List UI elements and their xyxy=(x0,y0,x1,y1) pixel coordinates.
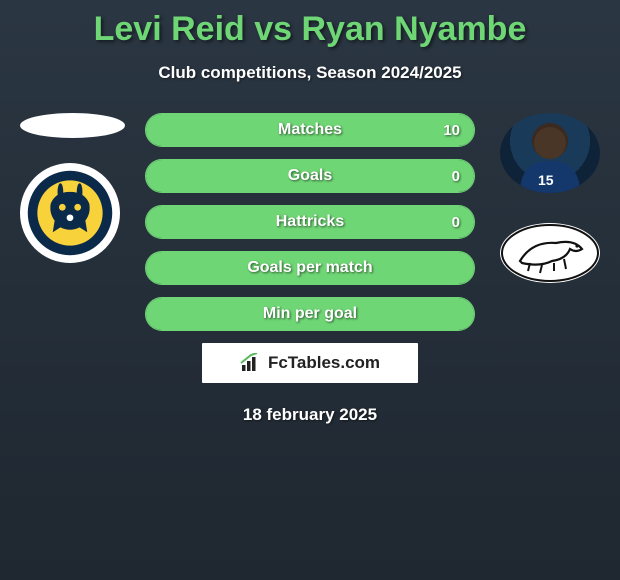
stat-value-right: 10 xyxy=(443,122,460,139)
stat-row-goals-per-match: Goals per match xyxy=(145,251,475,285)
player-right-avatar: 15 xyxy=(500,113,600,193)
date-text: 18 february 2025 xyxy=(0,405,620,425)
stat-row-matches: Matches 10 xyxy=(145,113,475,147)
page-title: Levi Reid vs Ryan Nyambe xyxy=(0,0,620,49)
stat-label: Goals xyxy=(288,167,332,185)
stat-label: Goals per match xyxy=(247,259,372,277)
stat-value-right: 0 xyxy=(452,168,460,185)
player-left-avatar xyxy=(20,113,125,138)
branding-badge: FcTables.com xyxy=(202,343,418,383)
stat-rows: Matches 10 Goals 0 Hattricks 0 Goals per match… xyxy=(145,113,475,331)
chart-icon xyxy=(240,353,262,373)
stat-row-goals: Goals 0 xyxy=(145,159,475,193)
stat-label: Matches xyxy=(278,121,342,139)
svg-text:15: 15 xyxy=(538,172,554,188)
oxford-united-icon xyxy=(22,165,118,261)
stat-row-hattricks: Hattricks 0 xyxy=(145,205,475,239)
stat-row-min-per-goal: Min per goal xyxy=(145,297,475,331)
club-right-badge xyxy=(500,223,600,283)
club-left-badge xyxy=(20,163,120,263)
derby-county-icon xyxy=(500,223,600,283)
stat-value-right: 0 xyxy=(452,214,460,231)
comparison-area: 15 Matches 10 Goals 0 Hattricks 0 Goals per ma… xyxy=(0,113,620,331)
branding-text: FcTables.com xyxy=(268,353,380,373)
subtitle: Club competitions, Season 2024/2025 xyxy=(0,63,620,83)
player-icon: 15 xyxy=(500,113,600,193)
stat-label: Min per goal xyxy=(263,305,357,323)
stat-label: Hattricks xyxy=(276,213,344,231)
